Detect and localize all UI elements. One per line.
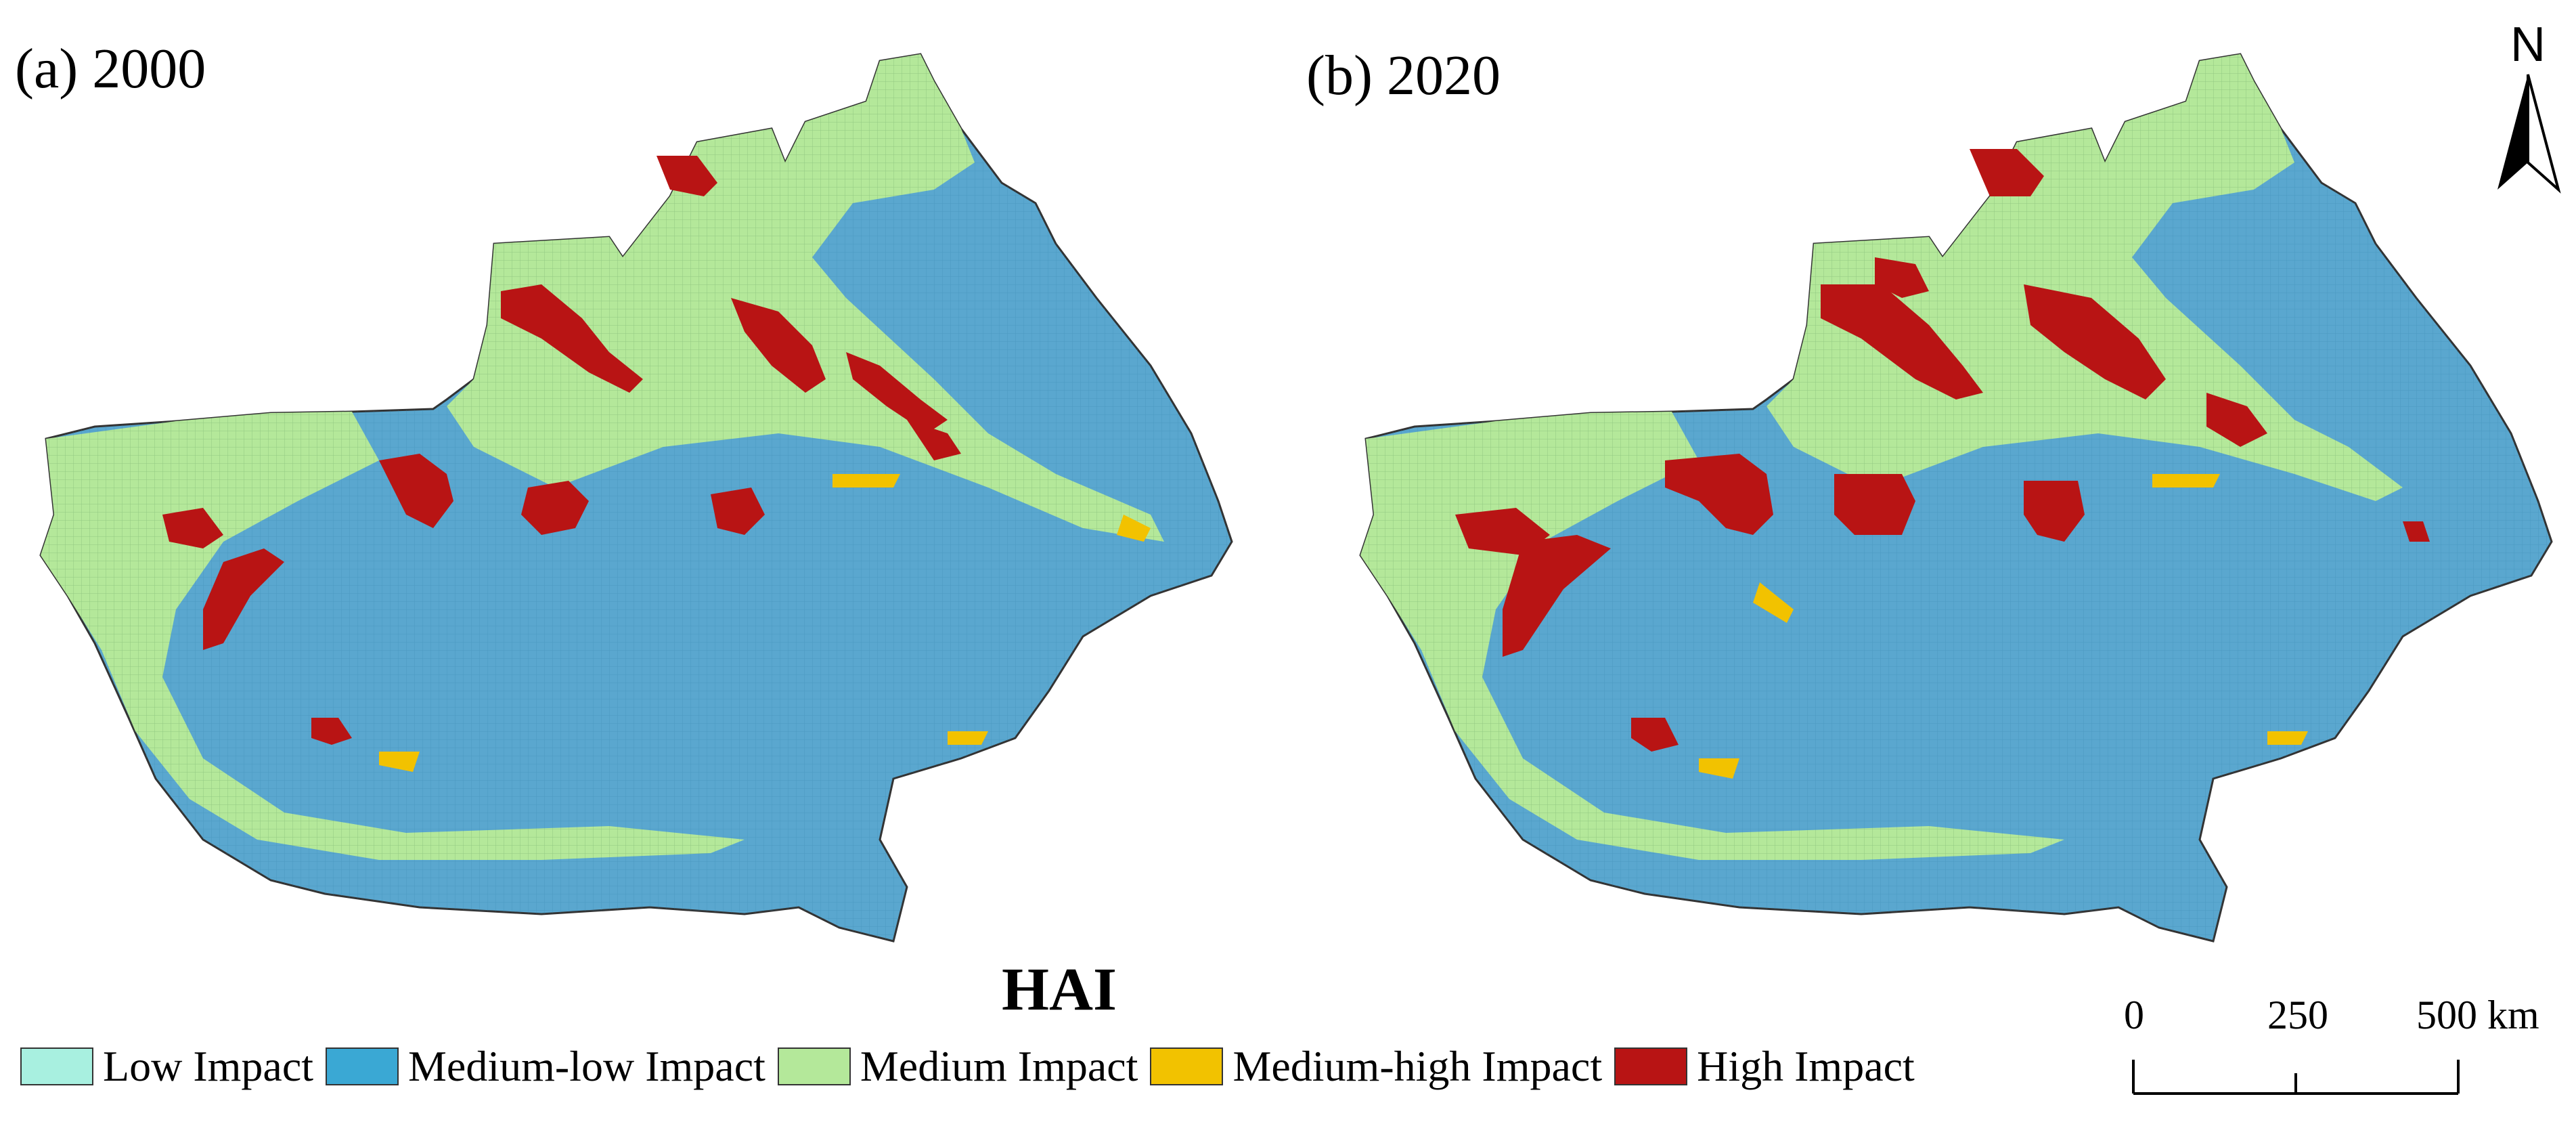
legend-label-high: High Impact [1697, 1042, 1915, 1090]
map-panel-2020 [1359, 53, 2553, 943]
scale-label-250: 250 [2267, 993, 2328, 1037]
legend-item-high: High Impact [1614, 1041, 1915, 1091]
scale-bar-line [2132, 1060, 2460, 1095]
medium-impact-zone [447, 54, 1164, 542]
legend-swatch-medium [777, 1047, 851, 1085]
north-letter: N [2510, 18, 2546, 72]
legend-swatch-medium-low [326, 1047, 399, 1085]
legend-item-medium-low: Medium-low Impact [326, 1041, 765, 1091]
legend-title: HAI [1002, 956, 1117, 1023]
high-impact-patches [162, 156, 961, 745]
medium-impact-zone [1360, 412, 2064, 860]
panel-label-2000: (a) 2000 [15, 37, 206, 100]
legend-item-medium: Medium Impact [777, 1041, 1138, 1091]
legend-swatch-low [20, 1047, 93, 1085]
high-impact-patches [1455, 149, 2430, 752]
medium-high-impact-patches [379, 474, 1151, 772]
legend-swatch-medium-high [1150, 1047, 1224, 1085]
legend-label-medium-low: Medium-low Impact [408, 1042, 765, 1090]
north-arrow-icon [2497, 74, 2561, 194]
legend-swatch-high [1614, 1047, 1688, 1085]
legend: Low Impact Medium-low Impact Medium Impa… [20, 1039, 1927, 1094]
north-arrow: N [2491, 20, 2565, 203]
legend-label-medium: Medium Impact [860, 1042, 1138, 1090]
medium-impact-zone [1767, 54, 2403, 501]
medium-high-impact-patches [1699, 474, 2308, 779]
legend-item-medium-high: Medium-high Impact [1150, 1041, 1602, 1091]
legend-label-medium-high: Medium-high Impact [1233, 1042, 1603, 1090]
scale-bar: 0 250 500 km [2124, 992, 2539, 1100]
legend-label-low: Low Impact [103, 1042, 313, 1090]
legend-item-low: Low Impact [20, 1041, 313, 1091]
scale-label-0: 0 [2124, 993, 2144, 1037]
medium-impact-zone [41, 412, 745, 860]
map-panel-2000 [39, 53, 1233, 943]
scale-label-500: 500 km [2416, 993, 2539, 1037]
panel-label-2020: (b) 2020 [1306, 44, 1501, 107]
